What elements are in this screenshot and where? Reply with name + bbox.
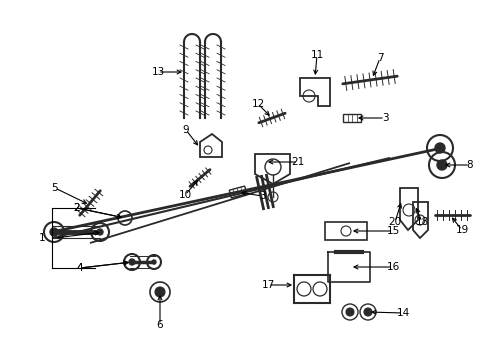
Text: 4: 4: [77, 263, 83, 273]
Text: 11: 11: [310, 50, 323, 60]
Text: 13: 13: [151, 67, 164, 77]
Circle shape: [129, 259, 135, 265]
Text: 16: 16: [386, 262, 399, 272]
Bar: [325, 222, 366, 240]
Circle shape: [346, 308, 353, 316]
Circle shape: [363, 308, 371, 316]
Text: 18: 18: [414, 217, 428, 227]
Text: 5: 5: [52, 183, 58, 193]
Circle shape: [436, 160, 446, 170]
Text: 1: 1: [39, 233, 45, 243]
Circle shape: [152, 260, 156, 264]
Text: 2: 2: [74, 203, 80, 213]
Circle shape: [434, 143, 444, 153]
Text: 3: 3: [381, 113, 387, 123]
Text: 2: 2: [74, 203, 80, 213]
Text: 10: 10: [178, 190, 191, 200]
Text: 7: 7: [376, 53, 383, 63]
Text: 17: 17: [261, 280, 274, 290]
Text: 20: 20: [387, 217, 401, 227]
Text: 15: 15: [386, 226, 399, 236]
Text: 14: 14: [396, 308, 409, 318]
Circle shape: [155, 287, 164, 297]
Text: 3: 3: [258, 191, 265, 201]
Circle shape: [50, 228, 58, 236]
Text: 8: 8: [466, 160, 472, 170]
Text: 19: 19: [454, 225, 468, 235]
Text: 9: 9: [183, 125, 189, 135]
Text: 21: 21: [291, 157, 304, 167]
Circle shape: [97, 229, 103, 235]
Text: 6: 6: [156, 320, 163, 330]
Text: 12: 12: [251, 99, 264, 109]
Text: 4: 4: [77, 263, 83, 273]
